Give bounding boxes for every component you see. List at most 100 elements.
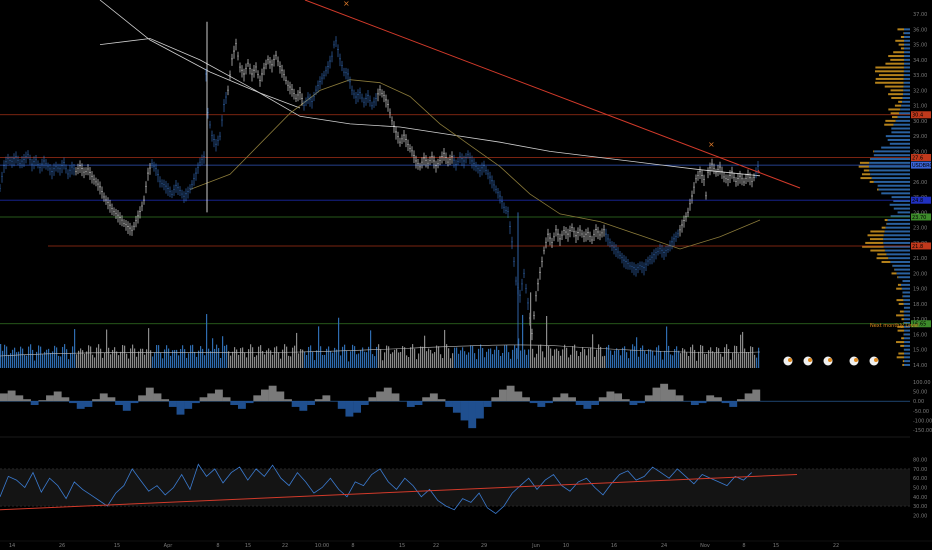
candle-body [107,201,109,203]
candle-body [145,185,147,187]
candle-body [747,174,749,176]
profile-bar [884,230,910,233]
volume-bar [524,349,526,368]
candle-body [615,248,617,250]
candle-body [45,163,47,165]
candle-body [359,92,361,93]
candle-body [243,73,245,75]
profile-bar [888,257,910,260]
volume-bar [482,348,484,368]
profile-bar [901,287,910,290]
candle-body [427,162,429,164]
volume-bar [458,353,460,368]
candle-body [521,283,523,285]
profile-bar [886,222,910,225]
volume-bar [22,348,24,368]
volume-bar [530,292,532,368]
candle-body [75,171,77,172]
volume-bar [208,348,210,368]
volume-bar [540,344,542,368]
candle-body [347,73,349,75]
candle-body [281,69,283,71]
profile-bar [897,28,904,31]
candle-body [485,170,487,171]
candle-body [27,154,29,155]
candle-body [361,97,363,99]
rsi-tick: 30.00 [913,504,927,510]
profile-bar [902,100,910,103]
profile-bar [904,356,910,359]
volume-bar [194,351,196,368]
profile-bar [903,32,910,35]
profile-bar [878,188,910,191]
volume-bar [54,345,56,368]
profile-bar [886,253,910,256]
candle-body [325,70,327,72]
volume-bar [280,358,282,368]
candle-body [461,158,463,160]
volume-bar [630,350,632,368]
volume-bar [364,351,366,368]
oscillator-bar [644,395,653,402]
volume-bar [42,354,44,368]
volume-bar [248,349,250,368]
volume-bar [24,354,26,368]
volume-bar [450,358,452,368]
candle-body [1,176,3,177]
volume-bar [640,347,642,368]
candle-body [329,60,331,62]
candle-body [81,168,83,169]
time-tick: 16 [611,543,617,549]
time-axis[interactable]: 14 26 15 Apr 8 15 22 10:00 8 15 22 29 Jun 10 16 24 Nov 8 1… [0,540,932,549]
volume-bar [732,352,734,368]
candle-body [47,166,49,168]
volume-bar [582,347,584,368]
oscillator-bar [237,401,246,409]
volume-bar [606,346,608,368]
price-tick: 29.00 [913,134,927,140]
volume-bar [50,352,52,368]
volume-bar [210,351,212,368]
volume-bar [496,346,498,368]
volume-bar [418,353,420,368]
volume-bar [240,348,242,368]
profile-bar [904,363,910,366]
candle-body [89,171,91,173]
candle-body [683,220,685,221]
profile-bar [903,81,910,84]
rsi-trendline [0,474,798,511]
candle-body [599,234,601,236]
candle-body [585,233,587,235]
candle-body [645,263,647,265]
volume-bar [294,345,296,368]
profile-bar [901,337,904,340]
axis-background [910,0,932,550]
candle-body [327,66,329,67]
candle-body [735,181,737,182]
volume-bar [408,357,410,368]
candle-body [607,238,609,240]
profile-bar [890,58,904,61]
oscillator-bar [0,393,8,402]
volume-bar [218,348,220,368]
candle-body [639,265,641,267]
candle-body [67,173,69,175]
profile-bar [903,325,910,328]
volume-bar [626,352,628,368]
candle-body [313,95,315,97]
volume-bar [690,347,692,368]
price-axis[interactable]: 37.00 36.00 35.00 34.00 33.00 32.00 31.00 30.00… [910,0,932,550]
volume-bar [578,356,580,368]
candle-body [697,175,699,176]
profile-bar [903,314,910,317]
candle-body [745,178,747,179]
profile-bar [869,238,884,241]
candle-body [403,134,405,136]
volume-bar [512,349,514,368]
volume-bar [296,332,298,368]
marker-x: × [343,0,350,8]
oscillator-bar [721,401,730,404]
volume-bar [310,345,312,368]
candle-body [11,160,13,162]
